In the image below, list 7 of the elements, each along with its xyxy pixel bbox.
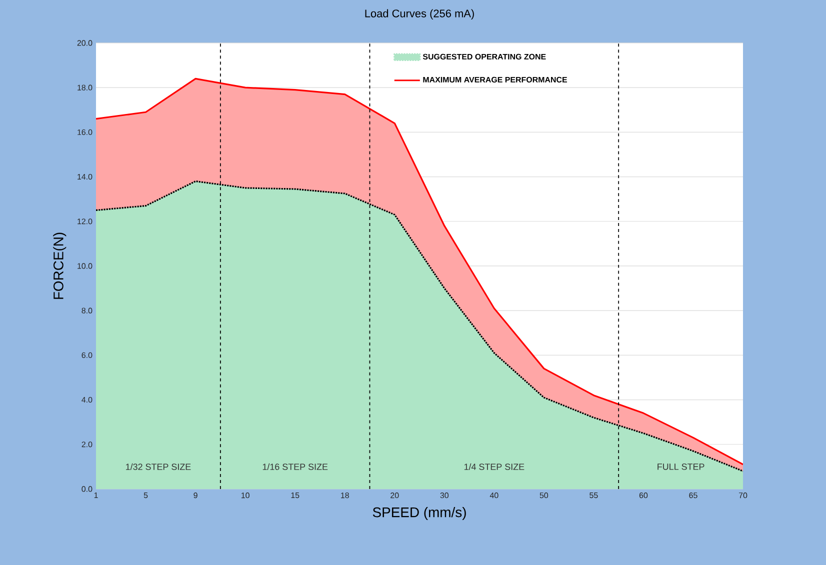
annotation: 1/16 STEP SIZE [262, 463, 328, 470]
chart-title: Load Curves (256 mA) [365, 9, 474, 20]
x-axis-title: SPEED (mm/s) [372, 506, 466, 520]
annotation: 1/32 STEP SIZE [126, 463, 191, 470]
annotation: FULL STEP [658, 464, 704, 470]
annotation: 1/4 STEP SIZE [464, 463, 524, 470]
y-axis-title: FORCE(N) [53, 232, 66, 299]
